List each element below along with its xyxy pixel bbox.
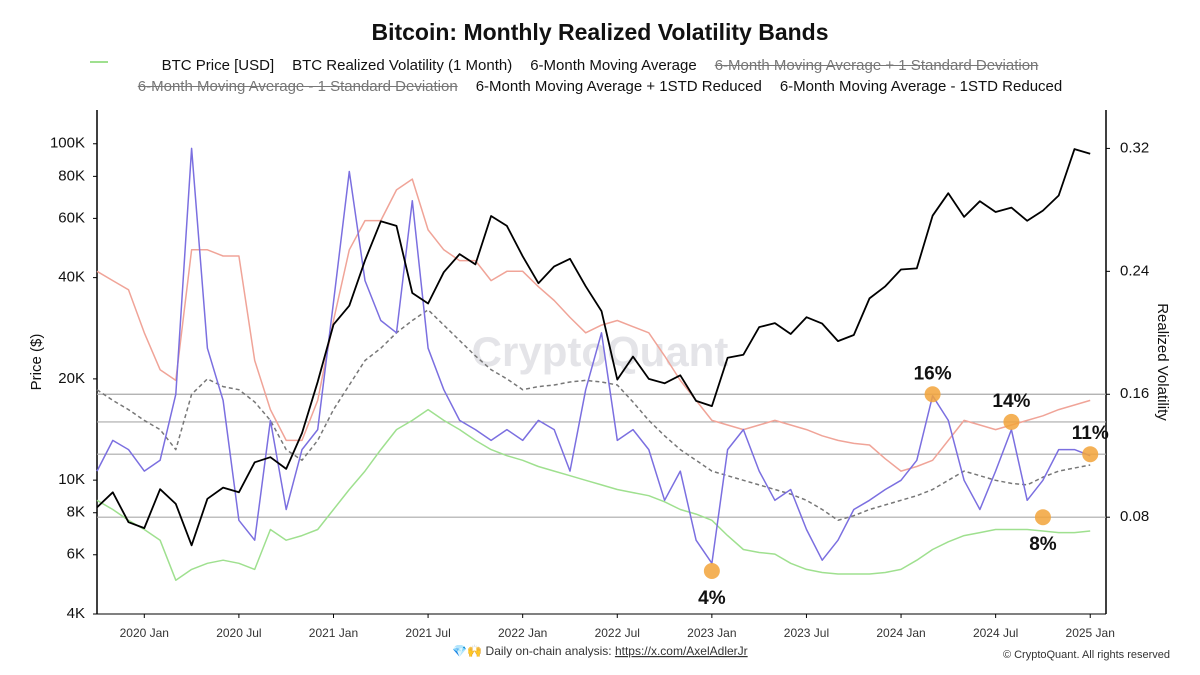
x-tick-label: 2021 Jul (405, 626, 450, 640)
legend-label: 6-Month Moving Average - 1STD Reduced (779, 78, 1063, 95)
y2-tick-label: 0.24 (1120, 262, 1149, 279)
legend-label: BTC Price [USD] (161, 57, 275, 74)
y-tick-label: 8K (67, 504, 85, 521)
y-tick-label: 6K (67, 546, 85, 563)
legend-label: BTC Realized Volatility (1 Month) (292, 57, 513, 74)
annotation-marker (1082, 446, 1099, 463)
annotation-label: 8% (1029, 534, 1057, 555)
y-tick-label: 60K (58, 209, 85, 226)
legend-item[interactable]: 6-Month Moving Average - 1 Standard Devi… (90, 61, 458, 95)
x-tick-label: 2025 Jan (1066, 626, 1115, 640)
watermark: CryptoQuant (472, 328, 729, 375)
legend-item[interactable]: BTC Realized Volatility (1 Month) (90, 57, 513, 74)
annotation-label: 4% (698, 588, 726, 609)
annotation-marker (1034, 509, 1051, 526)
y2-tick-label: 0.16 (1120, 385, 1149, 402)
annotation-marker (703, 562, 720, 579)
x-tick-label: 2022 Jul (595, 626, 640, 640)
y2-tick-label: 0.08 (1120, 508, 1149, 525)
x-tick-label: 2024 Jul (973, 626, 1018, 640)
y-tick-label: 100K (50, 135, 85, 152)
legend-item[interactable]: 6-Month Moving Average - 1STD Reduced (90, 61, 1063, 95)
y-axis-title: Price ($) (28, 334, 45, 391)
x-tick-label: 2020 Jul (216, 626, 261, 640)
chart-title: Bitcoin: Monthly Realized Volatility Ban… (371, 19, 828, 45)
copyright: © CryptoQuant. All rights reserved (1003, 649, 1170, 661)
x-tick-label: 2024 Jan (876, 626, 925, 640)
x-tick-label: 2020 Jan (120, 626, 169, 640)
legend-label: 6-Month Moving Average - 1 Standard Devi… (137, 78, 458, 95)
footer-link[interactable]: https://x.com/AxelAdlerJr (615, 644, 748, 658)
y-tick-label: 40K (58, 269, 85, 286)
legend-label: 6-Month Moving Average (530, 57, 697, 74)
legend-item[interactable]: BTC Price [USD] (90, 57, 275, 74)
y-tick-label: 20K (58, 370, 85, 387)
footer-text: 💎🙌 Daily on-chain analysis: (452, 644, 615, 658)
y2-axis-title: Realized Volatility (1154, 303, 1171, 421)
legend-item[interactable]: 6-Month Moving Average + 1STD Reduced (90, 61, 762, 95)
annotation-marker (924, 386, 941, 403)
series-line (96, 178, 1091, 472)
x-tick-label: 2023 Jan (687, 626, 736, 640)
legend-label: 6-Month Moving Average + 1STD Reduced (475, 78, 762, 95)
series-line (96, 148, 1091, 547)
legend: BTC Price [USD] BTC Realized Volatility (… (90, 57, 1110, 95)
legend-item[interactable]: 6-Month Moving Average (90, 57, 697, 74)
annotation-label: 14% (992, 391, 1030, 412)
legend-label: 6-Month Moving Average + 1 Standard Devi… (714, 57, 1039, 74)
y-tick-label: 4K (67, 605, 85, 622)
footer: 💎🙌 Daily on-chain analysis: https://x.co… (452, 644, 747, 658)
legend-item[interactable]: 6-Month Moving Average + 1 Standard Devi… (90, 57, 1039, 74)
series-line (96, 408, 1091, 581)
y2-tick-label: 0.32 (1120, 139, 1149, 156)
series-line (96, 309, 1091, 522)
annotation-label: 11% (1072, 423, 1109, 444)
x-tick-label: 2022 Jan (498, 626, 547, 640)
x-tick-label: 2021 Jan (309, 626, 358, 640)
y-tick-label: 10K (58, 471, 85, 488)
annotation-label: 16% (914, 363, 952, 384)
x-tick-label: 2023 Jul (784, 626, 829, 640)
legend-swatch (90, 61, 108, 63)
series-line (96, 147, 1091, 565)
annotation-marker (1003, 413, 1020, 430)
y-tick-label: 80K (58, 167, 85, 184)
